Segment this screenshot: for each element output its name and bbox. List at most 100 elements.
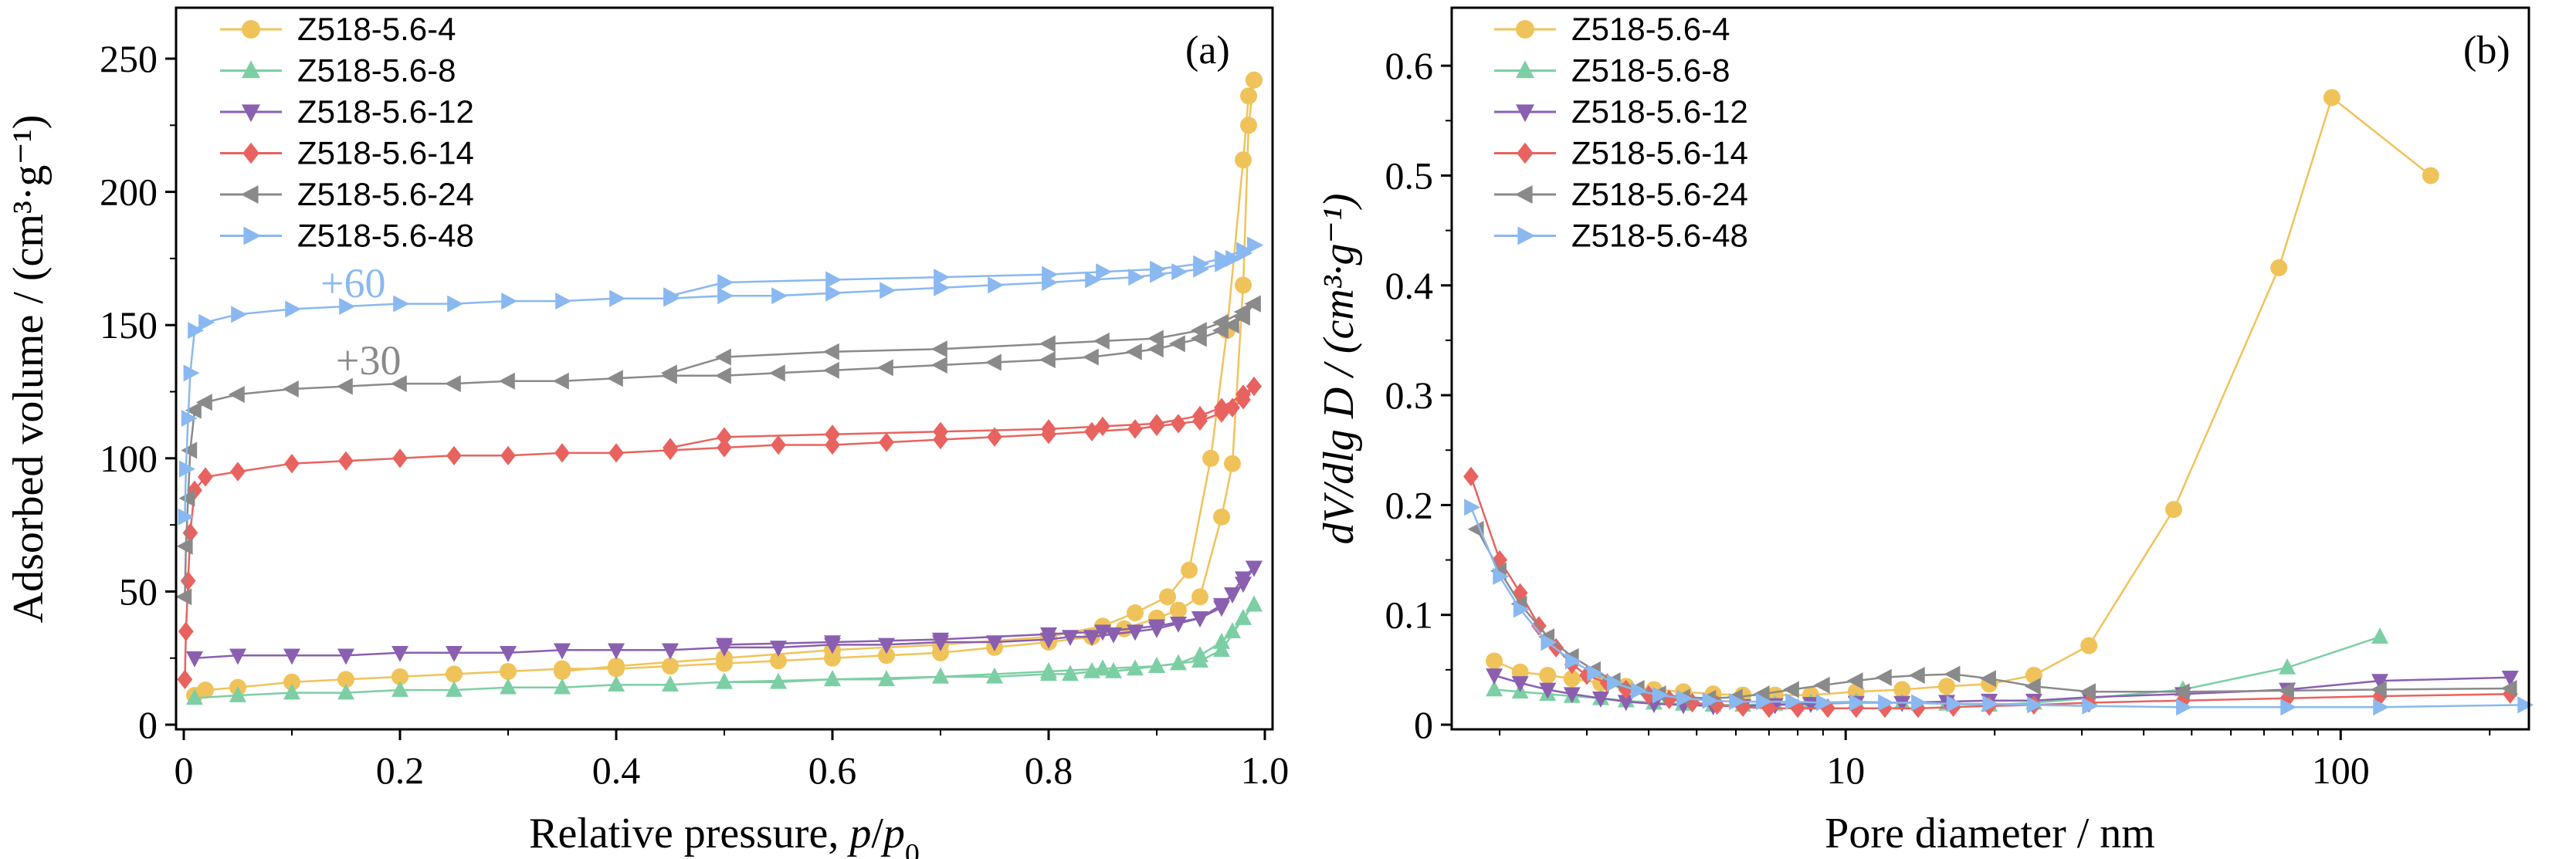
panel-a-series-z518-5-6-14-point	[663, 438, 678, 458]
panel-b-series-z518-5-6-24-point	[1980, 670, 1996, 688]
panel-a-series-z518-5-6-48-point	[555, 293, 572, 310]
panel-a-series-z518-5-6-8-point	[391, 681, 408, 697]
panel-b-series-z518-5-6-48-point	[1702, 692, 1719, 709]
panel-a-series-z518-5-6-14-point	[1192, 405, 1208, 426]
panel-a-series-z518-5-6-14-point	[1171, 414, 1186, 434]
panel-a-series-z518-5-6-14-point	[500, 445, 516, 465]
panel-a-x-tick-label: 0.6	[808, 749, 857, 792]
panel-a-series-z518-5-6-4-point	[1170, 601, 1187, 619]
panel-a-series-z518-5-6-48-point	[285, 300, 302, 318]
panel-a-series-z518-5-6-8-point	[932, 667, 949, 684]
panel-a-series-z518-5-6-12-point	[337, 648, 354, 665]
panel-b-series-z518-5-6-48-point	[1878, 694, 1895, 712]
panel-a-series-z518-5-6-12-point	[716, 637, 733, 654]
panel-b-legend-marker	[1516, 104, 1534, 123]
panel-a-series-z518-5-6-12-point	[662, 643, 679, 660]
panel-a-legend: Z518-5.6-4 Z518-5.6-8 Z518-5.6-12 Z518-5.6-…	[220, 11, 474, 254]
panel-b-series-z518-5-6-48-point	[2176, 698, 2193, 716]
panel-a-legend-label: Z518-5.6-24	[297, 176, 474, 212]
panel-b-series-z518-5-6-24-point	[1846, 672, 1863, 690]
panel-b-legend-label: Z518-5.6-24	[1571, 176, 1748, 212]
panel-a-series-z518-5-6-8-point	[1148, 656, 1165, 673]
panel-a-series-z518-5-6-4-point	[1240, 87, 1257, 105]
panel-a-series-z518-5-6-12-point	[1213, 600, 1230, 617]
panel-a-legend-label: Z518-5.6-14	[297, 135, 474, 171]
panel-b-x-axis-title: Pore diameter / nm	[1825, 810, 2155, 857]
panel-a-series-z518-5-6-8-point	[662, 675, 679, 692]
panel-b-series-z518-5-6-12-point	[1511, 676, 1529, 693]
panel-b-series-z518-5-6-48-point	[1982, 695, 1999, 712]
panel-a-series-z518-5-6-14-point	[717, 427, 732, 447]
panel-a-series-z518-5-6-8-point	[1062, 665, 1079, 681]
panel-a-legend-item-z518-5-6-24: Z518-5.6-24	[220, 176, 474, 212]
panel-a-series-z518-5-6-8-point	[716, 672, 733, 689]
panel-b-series-z518-5-6-4-point	[2080, 637, 2098, 654]
panel-b-series-z518-5-6-48-point	[2373, 698, 2390, 716]
panel-b-series-z518-5-6-24-point	[1813, 676, 1830, 694]
panel-b-series-z518-5-6-4-point	[1563, 670, 1581, 688]
panel-b-series-z518-5-6-4-point	[1893, 681, 1911, 698]
panel-a-series-z518-5-6-8-point	[878, 670, 895, 687]
panel-a-series-z518-5-6-4-point	[1235, 276, 1252, 294]
panel-b-series-z518-5-6-48-point	[2027, 696, 2044, 714]
panel-a-series-z518-5-6-24-point	[1093, 332, 1110, 350]
panel-a-series-z518-5-6-24-point	[1082, 348, 1099, 366]
panel-b-series-z518-5-6-12-point	[2371, 674, 2389, 691]
panel-b-plot-frame	[1450, 6, 2530, 731]
panel-b-series-z518-5-6-48-point	[1816, 694, 1832, 712]
panel-a-series-z518-5-6-48-point	[1042, 265, 1059, 283]
panel-a-annotation-plus30: +30	[336, 337, 401, 384]
panel-a-series-z518-5-6-12-point	[1224, 587, 1241, 604]
panel-a-series-z518-5-6-24-point	[175, 588, 192, 606]
panel-a-series-z518-5-6-14-point	[879, 432, 894, 452]
panel-a-series-z518-5-6-8-point	[1246, 595, 1263, 612]
panel-a-x-tick-label: 1.0	[1241, 749, 1290, 792]
panel-a-series-z518-5-6-48-point	[178, 508, 195, 526]
panel-b-legend-item-z518-5-6-12: Z518-5.6-12	[1494, 93, 1748, 130]
panel-b-legend-item-z518-5-6-8: Z518-5.6-8	[1494, 52, 1730, 89]
panel-b-series-z518-5-6-48-point	[1911, 694, 1927, 712]
panel-b-series-z518-5-6-48-point	[1946, 695, 1963, 712]
panel-a-legend-marker	[240, 185, 259, 204]
panel-a-series-z518-5-6-12-point	[770, 641, 787, 657]
panel-b-series-z518-5-6-12-point	[1591, 692, 1609, 708]
panel-a-series-layer	[175, 71, 1264, 705]
panel-b-series-z518-5-6-4-point	[2165, 501, 2183, 519]
panel-a-series-z518-5-6-48-point	[1085, 271, 1102, 289]
panel-b-axes: 10 100 0 0.1 0.2 0.3 0.4 0.5 0.6	[1385, 44, 2491, 792]
panel-a-series-z518-5-6-24-point	[1039, 351, 1056, 369]
panel-b-series-z518-5-6-48-point	[2517, 696, 2534, 714]
panel-b-legend-marker	[1516, 20, 1534, 39]
panel-a-series-z518-5-6-48-point	[198, 313, 215, 331]
panel-a-series-z518-5-6-8-point	[446, 681, 463, 697]
panel-a-series-z518-5-6-4-point	[608, 658, 625, 675]
panel-a-series-z518-5-6-24-point	[1190, 322, 1207, 340]
panel-b-legend-item-z518-5-6-14: Z518-5.6-14	[1494, 135, 1748, 171]
panel-a-series-z518-5-6-12-point	[554, 643, 571, 660]
panel-a-series-z518-5-6-24-point	[714, 348, 731, 366]
panel-a-series-z518-5-6-12-point	[1170, 617, 1187, 633]
panel-b-y-axis-title: dV/dlg D / (cm³·g⁻¹)	[1315, 193, 1363, 544]
panel-b-legend-marker	[1516, 60, 1534, 79]
panel-a-series-z518-5-6-12-point	[1148, 619, 1165, 636]
panel-a-series-z518-5-6-8-point	[1170, 654, 1187, 671]
panel-a-series-z518-5-6-4-point	[716, 649, 733, 667]
panel-a-series-z518-5-6-14-point	[1149, 414, 1164, 434]
panel-a-series-z518-5-6-24-point	[498, 372, 515, 390]
panel-a-series-z518-5-6-8-point	[1191, 651, 1208, 668]
panel-b-series-z518-5-6-24-point	[1908, 666, 1925, 684]
panel-a-series-z518-5-6-48-point	[1236, 242, 1253, 259]
panel-a-series-z518-5-6-14-point	[717, 438, 732, 458]
panel-a-x-tick-label: 0.4	[592, 749, 641, 792]
panel-a-series-z518-5-6-8-point	[608, 675, 625, 692]
panel-a-legend-marker	[242, 142, 259, 164]
panel-a-series-z518-5-6-8-point	[500, 678, 517, 695]
panel-a-y-tick-label: 50	[119, 570, 158, 613]
panel-b-series-layer	[1463, 89, 2534, 719]
panel-a-series-z518-5-6-48-point	[934, 279, 951, 296]
panel-a-series-z518-5-6-24-point	[930, 340, 947, 358]
panel-a-legend-label: Z518-5.6-48	[297, 218, 474, 254]
panel-a-series-z518-5-6-14-point	[825, 435, 840, 455]
